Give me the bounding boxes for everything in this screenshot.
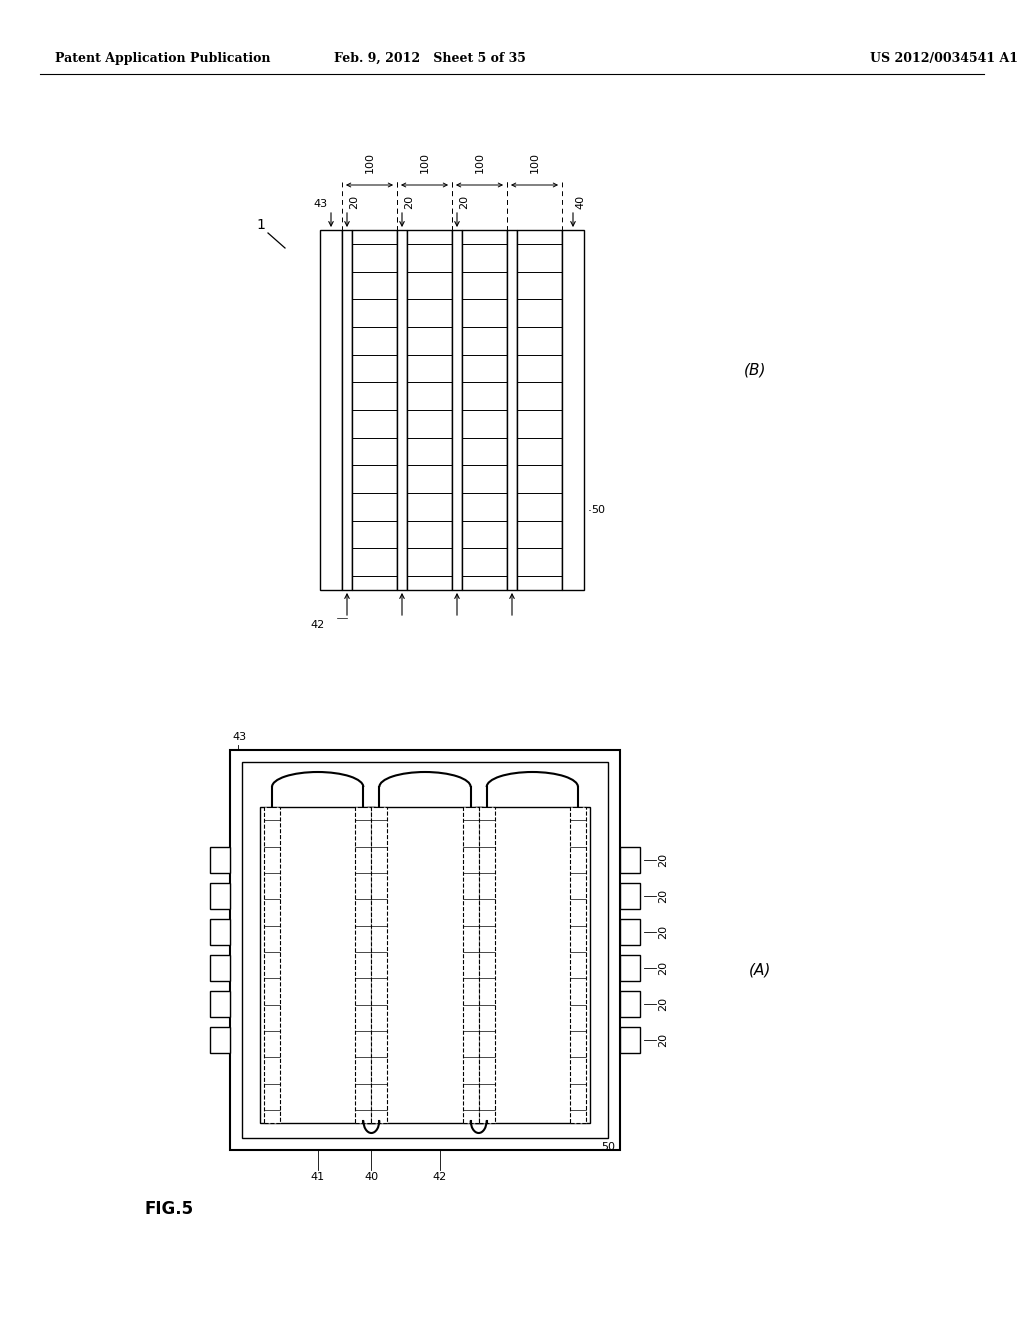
Text: 43: 43 — [314, 199, 328, 209]
Bar — [507, 230, 517, 590]
Bar — [463, 807, 478, 1123]
Bar — [452, 230, 462, 590]
Text: Patent Application Publication: Patent Application Publication — [55, 51, 270, 65]
Text: 50: 50 — [601, 1142, 615, 1152]
Text: 100: 100 — [420, 152, 429, 173]
Bar — [210, 919, 230, 945]
Bar — [372, 807, 387, 1123]
Bar — [355, 807, 372, 1123]
Text: 40: 40 — [575, 195, 585, 209]
Bar — [620, 954, 640, 981]
Bar — [397, 230, 407, 590]
Text: 41: 41 — [310, 1172, 325, 1181]
Text: (A): (A) — [749, 962, 771, 978]
Text: 20: 20 — [658, 961, 668, 975]
Bar — [210, 1027, 230, 1053]
Text: 20: 20 — [658, 1034, 668, 1047]
Text: 100: 100 — [365, 152, 375, 173]
Bar — [620, 1027, 640, 1053]
Bar — [242, 762, 608, 1138]
Bar — [210, 954, 230, 981]
Text: 20: 20 — [658, 853, 668, 867]
Bar — [570, 807, 586, 1123]
Text: 20: 20 — [404, 195, 414, 209]
Bar — [562, 230, 584, 590]
Bar — [620, 991, 640, 1016]
Bar — [475, 807, 590, 1123]
Text: 42: 42 — [433, 1172, 447, 1181]
Text: FIG.5: FIG.5 — [145, 1200, 195, 1218]
Bar — [620, 847, 640, 873]
Text: 20: 20 — [459, 195, 469, 209]
Text: 50: 50 — [591, 506, 605, 515]
Text: 40: 40 — [365, 1172, 379, 1181]
Text: US 2012/0034541 A1: US 2012/0034541 A1 — [870, 51, 1018, 65]
Text: 20: 20 — [349, 195, 359, 209]
Bar — [352, 230, 397, 590]
Text: (B): (B) — [743, 363, 766, 378]
Bar — [319, 230, 342, 590]
Bar — [260, 807, 376, 1123]
Text: 20: 20 — [658, 888, 668, 903]
Bar — [368, 807, 482, 1123]
Text: 42: 42 — [310, 620, 325, 630]
Text: 43: 43 — [232, 733, 246, 742]
Bar — [407, 230, 452, 590]
Bar — [342, 230, 352, 590]
Bar — [264, 807, 280, 1123]
Bar — [230, 750, 620, 1150]
Text: 1: 1 — [256, 218, 265, 232]
Text: 20: 20 — [658, 925, 668, 939]
Bar — [620, 919, 640, 945]
Bar — [210, 883, 230, 909]
Bar — [462, 230, 507, 590]
Text: 100: 100 — [529, 152, 540, 173]
Text: 20: 20 — [658, 997, 668, 1011]
Bar — [210, 991, 230, 1016]
Bar — [620, 883, 640, 909]
Text: 100: 100 — [474, 152, 484, 173]
Bar — [210, 847, 230, 873]
Bar — [517, 230, 562, 590]
Text: Feb. 9, 2012   Sheet 5 of 35: Feb. 9, 2012 Sheet 5 of 35 — [334, 51, 526, 65]
Bar — [478, 807, 495, 1123]
